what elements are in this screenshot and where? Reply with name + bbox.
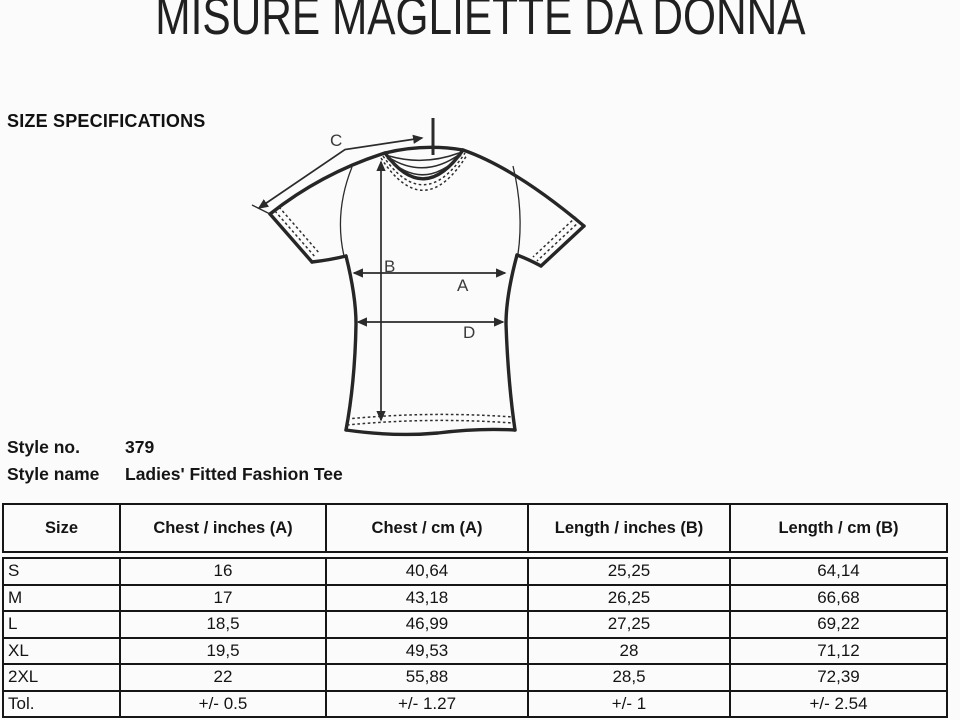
table-row-tolerance: Tol. +/- 0.5 +/- 1.27 +/- 1 +/- 2.54 [2,689,948,718]
dimension-labels: A B C D [330,131,475,342]
column-header-length-inches: Length / inches (B) [527,503,731,553]
table-cell: 17 [119,583,327,612]
table-cell: S [2,557,121,586]
size-table-header: Size Chest / inches (A) Chest / cm (A) L… [2,503,948,553]
table-cell: 27,25 [527,610,731,639]
table-cell: XL [2,636,121,665]
table-cell: 72,39 [729,663,948,692]
table-row-m: M 17 43,18 26,25 66,68 [2,583,948,612]
table-cell: 64,14 [729,557,948,586]
table-cell: M [2,583,121,612]
table-cell: 40,64 [325,557,529,586]
style-name-label: Style name [7,464,100,484]
style-no-label: Style no. [7,437,80,457]
table-cell: 16 [119,557,327,586]
table-cell: 25,25 [527,557,731,586]
table-cell: 28,5 [527,663,731,692]
table-cell: 71,12 [729,636,948,665]
table-cell: +/- 2.54 [729,689,948,718]
page-title: MISURE MAGLIETTE DA DONNA [154,0,806,46]
table-row-2xl: 2XL 22 55,88 28,5 72,39 [2,663,948,692]
title-bar: MISURE MAGLIETTE DA DONNA [0,0,960,43]
table-cell: 2XL [2,663,121,692]
table-cell: +/- 1 [527,689,731,718]
table-cell: 43,18 [325,583,529,612]
style-name-value: Ladies' Fitted Fashion Tee [125,464,343,484]
table-cell: 28 [527,636,731,665]
table-row-xl: XL 19,5 49,53 28 71,12 [2,636,948,665]
table-cell: 18,5 [119,610,327,639]
table-cell: 46,99 [325,610,529,639]
table-row-s: S 16 40,64 25,25 64,14 [2,557,948,586]
style-info-block: Style no. 379 Style name Ladies' Fitted Fa… [7,434,343,488]
collar-ribbing [386,152,462,176]
column-header-chest-inches: Chest / inches (A) [119,503,327,553]
column-header-length-cm: Length / cm (B) [729,503,948,553]
table-cell: L [2,610,121,639]
sleeve-arrow-C [257,134,424,209]
header-row: Size Chest / inches (A) Chest / cm (A) L… [2,503,948,553]
tshirt-measurement-diagram: A B C D [251,118,586,437]
table-cell: +/- 0.5 [119,689,327,718]
table-cell: 69,22 [729,610,948,639]
style-no-value: 379 [125,437,155,457]
table-row-l: L 18,5 46,99 27,25 69,22 [2,610,948,639]
style-name-row: Style name Ladies' Fitted Fashion Tee [7,461,343,488]
armhole-seams [251,165,521,257]
table-cell: 26,25 [527,583,731,612]
table-cell: 66,68 [729,583,948,612]
table-cell: 55,88 [325,663,529,692]
size-table-body: S 16 40,64 25,25 64,14 M 17 43,18 26,25 … [2,557,948,718]
label-D: D [463,323,475,342]
measurement-arrows [257,118,507,422]
style-no-row: Style no. 379 [7,434,343,461]
label-B: B [384,257,395,276]
section-heading: SIZE SPECIFICATIONS [7,111,206,131]
table-cell: 22 [119,663,327,692]
table-cell: +/- 1.27 [325,689,529,718]
column-header-size: Size [2,503,121,553]
column-header-chest-cm: Chest / cm (A) [325,503,529,553]
table-cell: Tol. [2,689,121,718]
label-C: C [330,131,342,150]
table-cell: 19,5 [119,636,327,665]
stitching-dotted-lines [274,152,581,426]
table-cell: 49,53 [325,636,529,665]
label-A: A [457,276,469,295]
